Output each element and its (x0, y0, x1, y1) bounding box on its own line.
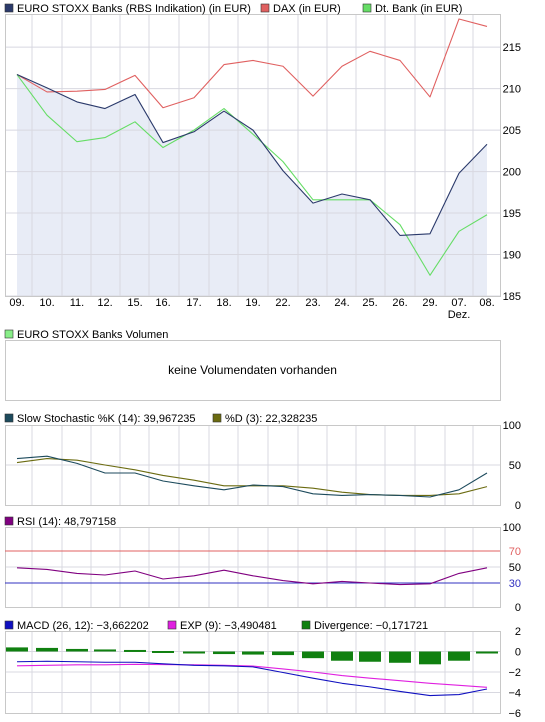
y-tick-label: 195 (503, 208, 521, 220)
macd-line (16, 660, 488, 697)
legend-label: Slow Stochastic %K (14): 39,967235 (17, 413, 196, 425)
legend-swatch (260, 3, 270, 13)
y-tick-label: 70 (509, 546, 521, 558)
y-tick-label: 50 (509, 460, 521, 472)
x-tick-label: 18. (216, 297, 231, 309)
y-tick-label: −4 (508, 688, 521, 700)
x-tick-label: 10. (39, 297, 54, 309)
volume-panel-frame (5, 340, 501, 401)
y-tick-label: 30 (509, 578, 521, 590)
x-tick-label: 12. (97, 297, 112, 309)
x-tick-label: 23. (305, 297, 320, 309)
divergence-bar (94, 649, 116, 652)
legend-swatch (4, 329, 14, 339)
y-tick-label: 100 (503, 420, 521, 432)
macd-panel-frame (5, 631, 501, 714)
rsi-line (16, 567, 488, 586)
divergence-bar (448, 651, 470, 661)
x-tick-label: 08. (479, 297, 494, 309)
y-tick-label: −6 (508, 708, 521, 720)
legend-swatch (167, 620, 177, 630)
x-tick-label: 07. (451, 297, 466, 309)
y-tick-label: −2 (508, 667, 521, 679)
divergence-bar (331, 651, 353, 661)
legend-swatch (4, 413, 14, 423)
stoch-d-line (16, 458, 488, 496)
divergence-bar (359, 651, 381, 662)
price-panel-frame (5, 14, 501, 297)
exp-line (16, 663, 488, 688)
y-tick-label: 0 (515, 602, 521, 614)
divergence-bar (36, 647, 58, 652)
x-tick-label: 19. (245, 297, 260, 309)
legend-label: DAX (in EUR) (273, 3, 341, 15)
x-tick-label: 11. (70, 297, 84, 309)
legend-swatch (4, 620, 14, 630)
legend-label: RSI (14): 48,797158 (17, 516, 116, 528)
y-tick-label: 0 (515, 647, 521, 659)
divergence-bar (6, 647, 28, 652)
rsi-panel-frame (5, 527, 501, 608)
stoch-k-line (16, 455, 488, 498)
y-tick-label: 100 (503, 522, 521, 534)
x-tick-label: 16. (155, 297, 170, 309)
dax-line (16, 18, 488, 109)
legend-label: %D (3): 22,328235 (225, 413, 317, 425)
y-tick-label: 185 (503, 291, 521, 303)
euro-stoxx-line (16, 74, 488, 236)
divergence-bar (213, 651, 235, 655)
divergence-bar (272, 651, 294, 656)
legend-label: EURO STOXX Banks Volumen (17, 329, 168, 341)
legend-label: EXP (9): −3,490481 (180, 620, 277, 632)
x-tick-sublabel: Dez. (448, 309, 471, 321)
y-tick-label: 215 (503, 42, 521, 54)
x-tick-label: 22. (275, 297, 290, 309)
divergence-bar (419, 651, 441, 665)
x-tick-label: 15. (127, 297, 142, 309)
x-tick-label: 24. (334, 297, 349, 309)
y-tick-label: 2 (515, 626, 521, 638)
legend-swatch (362, 3, 372, 13)
y-tick-label: 190 (503, 250, 521, 262)
x-tick-label: 29. (422, 297, 437, 309)
x-tick-label: 25. (362, 297, 377, 309)
legend-label: Divergence: −0,171721 (314, 620, 428, 632)
divergence-bar (302, 651, 324, 659)
y-tick-label: 200 (503, 167, 521, 179)
divergence-bar (152, 650, 174, 653)
y-tick-label: 50 (509, 562, 521, 574)
dt-bank-line (16, 74, 488, 276)
x-tick-label: 26. (392, 297, 407, 309)
legend-label: MACD (26, 12): −3,662202 (17, 620, 149, 632)
divergence-bar (183, 651, 205, 654)
divergence-bar (242, 651, 264, 655)
y-tick-label: 210 (503, 84, 521, 96)
legend-label: EURO STOXX Banks (RBS Indikation) (in EU… (17, 3, 251, 15)
legend-swatch (4, 516, 14, 526)
stochastic-panel-frame (5, 425, 501, 506)
legend-label: Dt. Bank (in EUR) (375, 3, 462, 15)
volume-empty-message: keine Volumendaten vorhanden (168, 363, 337, 377)
legend-swatch (4, 3, 14, 13)
x-tick-label: 17. (186, 297, 201, 309)
legend-swatch (212, 413, 222, 423)
divergence-bar (476, 651, 498, 654)
divergence-bar (66, 648, 88, 652)
divergence-bar (124, 649, 146, 652)
y-tick-label: 0 (515, 500, 521, 512)
x-tick-label: 09. (9, 297, 24, 309)
legend-swatch (301, 620, 311, 630)
divergence-bar (389, 651, 411, 663)
y-tick-label: 205 (503, 125, 521, 137)
